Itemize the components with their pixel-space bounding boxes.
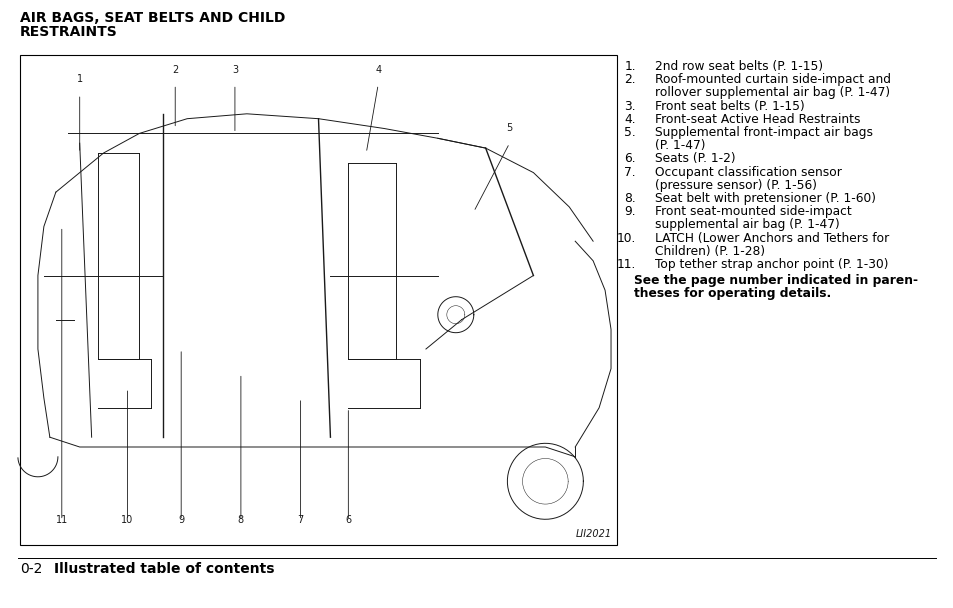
Text: Occupant classification sensor: Occupant classification sensor — [655, 165, 841, 179]
Text: 4.: 4. — [623, 113, 636, 126]
Text: Roof-mounted curtain side-impact and: Roof-mounted curtain side-impact and — [655, 73, 890, 86]
Text: theses for operating details.: theses for operating details. — [634, 288, 830, 300]
Text: Top tether strap anchor point (P. 1-30): Top tether strap anchor point (P. 1-30) — [655, 258, 887, 271]
Text: 10: 10 — [121, 516, 133, 525]
Text: (P. 1-47): (P. 1-47) — [655, 139, 705, 152]
Text: 0-2: 0-2 — [20, 562, 42, 576]
Text: 9: 9 — [178, 516, 184, 525]
Bar — [20, 55, 617, 545]
Text: 1.: 1. — [623, 60, 636, 73]
Text: AIR BAGS, SEAT BELTS AND CHILD: AIR BAGS, SEAT BELTS AND CHILD — [20, 11, 285, 25]
Text: 8.: 8. — [623, 192, 636, 205]
Text: Front-seat Active Head Restraints: Front-seat Active Head Restraints — [655, 113, 860, 126]
Text: 6.: 6. — [623, 153, 636, 165]
Text: Front seat-mounted side-impact: Front seat-mounted side-impact — [655, 206, 851, 218]
Text: 8: 8 — [237, 516, 244, 525]
Text: supplemental air bag (P. 1-47): supplemental air bag (P. 1-47) — [655, 218, 839, 232]
Text: Supplemental front-impact air bags: Supplemental front-impact air bags — [655, 126, 872, 139]
Text: Front seat belts (P. 1-15): Front seat belts (P. 1-15) — [655, 100, 804, 112]
Text: 9.: 9. — [623, 206, 636, 218]
Text: Seat belt with pretensioner (P. 1-60): Seat belt with pretensioner (P. 1-60) — [655, 192, 875, 205]
Text: rollover supplemental air bag (P. 1-47): rollover supplemental air bag (P. 1-47) — [655, 86, 889, 99]
Text: 5: 5 — [506, 123, 512, 133]
Text: LATCH (Lower Anchors and Tethers for: LATCH (Lower Anchors and Tethers for — [655, 232, 888, 244]
Text: 2.: 2. — [623, 73, 636, 86]
Text: 4: 4 — [375, 64, 381, 75]
Text: 10.: 10. — [616, 232, 636, 244]
Text: LII2021: LII2021 — [576, 529, 612, 539]
Text: 11: 11 — [55, 516, 68, 525]
Text: 5.: 5. — [623, 126, 636, 139]
Text: 3: 3 — [232, 64, 237, 75]
Text: 7.: 7. — [623, 165, 636, 179]
Text: RESTRAINTS: RESTRAINTS — [20, 25, 117, 39]
Text: 11.: 11. — [616, 258, 636, 271]
Text: 2nd row seat belts (P. 1-15): 2nd row seat belts (P. 1-15) — [655, 60, 822, 73]
Text: 3.: 3. — [623, 100, 636, 112]
Text: 6: 6 — [345, 516, 351, 525]
Text: See the page number indicated in paren-: See the page number indicated in paren- — [634, 274, 917, 287]
Text: 2: 2 — [172, 64, 178, 75]
Text: Seats (P. 1-2): Seats (P. 1-2) — [655, 153, 735, 165]
Text: 1: 1 — [76, 74, 83, 85]
Text: (pressure sensor) (P. 1-56): (pressure sensor) (P. 1-56) — [655, 179, 816, 192]
Text: 7: 7 — [297, 516, 303, 525]
Text: Children) (P. 1-28): Children) (P. 1-28) — [655, 245, 764, 258]
Text: Illustrated table of contents: Illustrated table of contents — [54, 562, 274, 576]
